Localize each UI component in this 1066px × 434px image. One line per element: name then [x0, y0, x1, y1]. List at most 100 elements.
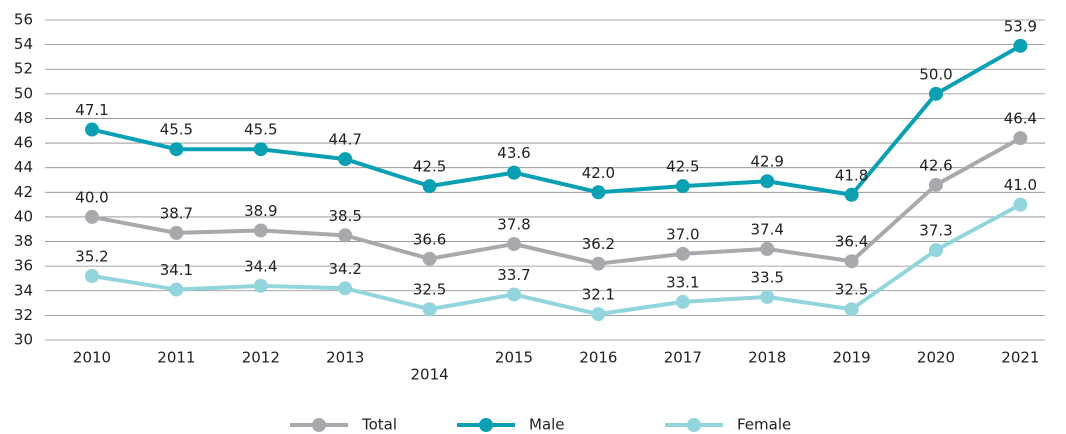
y-tick-label: 42	[14, 183, 33, 201]
y-tick-label: 54	[14, 35, 33, 53]
data-label: 45.5	[160, 121, 193, 139]
data-label: 38.7	[160, 204, 193, 222]
data-point	[844, 187, 859, 202]
data-label: 32.5	[835, 281, 868, 299]
data-point	[591, 185, 606, 200]
y-tick-label: 50	[14, 84, 33, 102]
legend-label: Female	[737, 416, 791, 434]
x-tick-label: 2010	[73, 349, 111, 367]
y-tick-label: 56	[14, 11, 33, 29]
data-label: 37.8	[497, 216, 530, 234]
legend-marker	[479, 418, 493, 432]
data-point	[338, 228, 353, 243]
data-point	[169, 225, 184, 240]
data-point	[760, 174, 775, 189]
data-label: 33.5	[750, 268, 783, 286]
x-tick-label: 2016	[579, 349, 617, 367]
data-point	[253, 223, 268, 238]
x-tick-label: 2018	[748, 349, 786, 367]
x-tick-label: 2011	[157, 349, 195, 367]
data-label: 44.7	[328, 131, 361, 149]
data-label: 42.0	[582, 164, 615, 182]
data-label: 42.5	[666, 158, 699, 176]
data-point	[253, 278, 268, 293]
data-point	[507, 165, 521, 180]
data-label: 34.2	[328, 260, 361, 278]
data-label: 34.4	[244, 257, 277, 275]
data-point	[591, 256, 606, 271]
data-point	[85, 209, 99, 224]
data-point	[253, 142, 268, 157]
data-point	[844, 302, 859, 317]
data-label: 38.5	[328, 207, 361, 225]
legend-label: Male	[529, 416, 565, 434]
legend-label: Total	[361, 416, 397, 434]
y-tick-label: 38	[14, 232, 33, 250]
data-label: 33.7	[497, 266, 530, 284]
data-label: 36.4	[835, 233, 868, 251]
data-label: 50.0	[919, 65, 952, 83]
series-line	[91, 44, 1022, 197]
data-point	[675, 294, 690, 309]
data-label: 32.5	[413, 281, 446, 299]
data-label: 37.0	[666, 225, 699, 243]
data-label: 40.0	[75, 188, 108, 206]
data-label: 43.6	[497, 144, 530, 162]
x-tick-label: 2017	[664, 349, 702, 367]
y-tick-label: 46	[14, 134, 33, 152]
data-point	[760, 241, 775, 256]
x-tick-label: 2021	[1001, 349, 1039, 367]
data-label: 41.0	[1004, 176, 1037, 194]
y-tick-label: 48	[14, 109, 33, 127]
y-tick-label: 34	[14, 281, 33, 299]
data-point	[422, 179, 437, 194]
x-tick-label: 2019	[833, 349, 871, 367]
data-point	[422, 251, 437, 266]
data-label: 46.4	[1004, 110, 1037, 128]
data-point	[338, 281, 353, 296]
data-point	[507, 237, 521, 251]
data-point	[169, 142, 184, 157]
legend-marker	[312, 418, 326, 432]
x-tick-label: 2012	[242, 349, 280, 367]
y-tick-label: 30	[14, 331, 33, 349]
data-point	[675, 246, 690, 261]
y-tick-label: 36	[14, 257, 33, 275]
x-tick-label: 2013	[326, 349, 364, 367]
y-tick-label: 52	[14, 60, 33, 78]
data-point	[675, 179, 690, 194]
data-label: 42.6	[919, 156, 952, 174]
x-tick-label: 2014	[411, 366, 449, 384]
data-point	[422, 302, 437, 317]
data-label: 35.2	[75, 248, 108, 266]
data-label: 38.9	[244, 202, 277, 220]
data-point	[591, 307, 606, 322]
data-label: 36.6	[413, 230, 446, 248]
data-label: 32.1	[582, 286, 615, 304]
data-label: 42.9	[750, 153, 783, 171]
data-point	[1013, 131, 1028, 146]
data-label: 41.8	[835, 166, 868, 184]
data-point	[844, 254, 859, 269]
series-line	[91, 136, 1022, 266]
data-label: 37.3	[919, 222, 952, 240]
data-point	[929, 243, 943, 258]
data-point	[1013, 38, 1028, 53]
data-label: 42.5	[413, 158, 446, 176]
y-tick-label: 44	[14, 158, 33, 176]
x-tick-label: 2020	[917, 349, 955, 367]
data-label: 53.9	[1004, 17, 1037, 35]
data-point	[1013, 197, 1028, 212]
x-tick-label: 2015	[495, 349, 533, 367]
series-line	[91, 202, 1022, 317]
data-point	[85, 122, 99, 137]
data-point	[85, 269, 99, 283]
data-label: 47.1	[75, 101, 108, 119]
data-label: 36.2	[582, 235, 615, 253]
data-label: 34.1	[160, 261, 193, 279]
data-point	[929, 86, 943, 101]
y-tick-label: 32	[14, 306, 33, 324]
data-point	[338, 152, 353, 167]
data-point	[507, 287, 521, 302]
data-label: 33.1	[666, 273, 699, 291]
